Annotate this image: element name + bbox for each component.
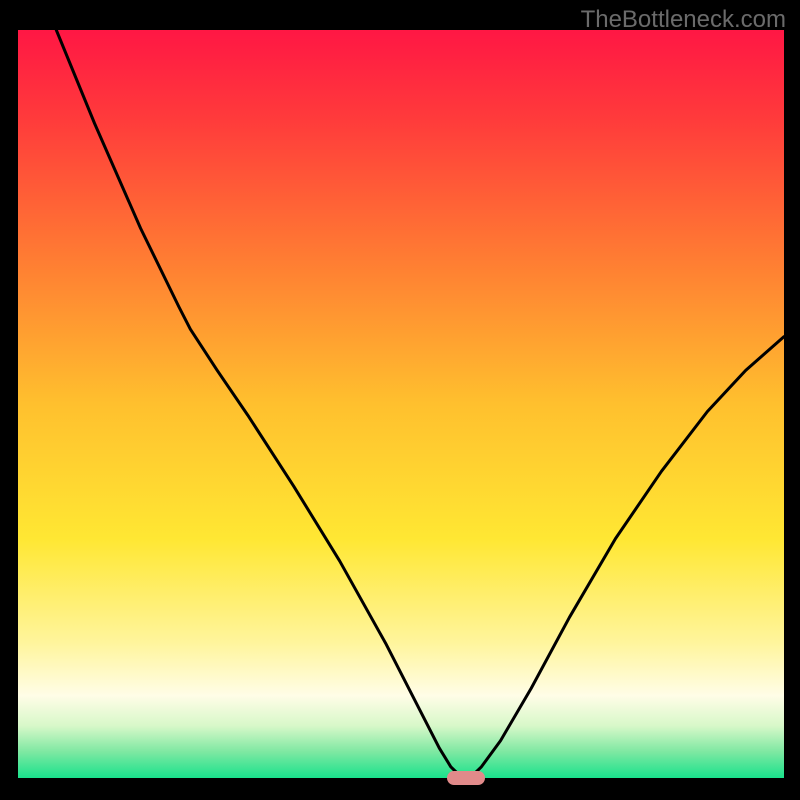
plot-area <box>18 30 784 778</box>
minimum-marker <box>447 771 485 786</box>
chart-frame: TheBottleneck.com <box>0 0 800 800</box>
watermark-text: TheBottleneck.com <box>581 6 786 34</box>
bottleneck-curve <box>18 30 784 778</box>
